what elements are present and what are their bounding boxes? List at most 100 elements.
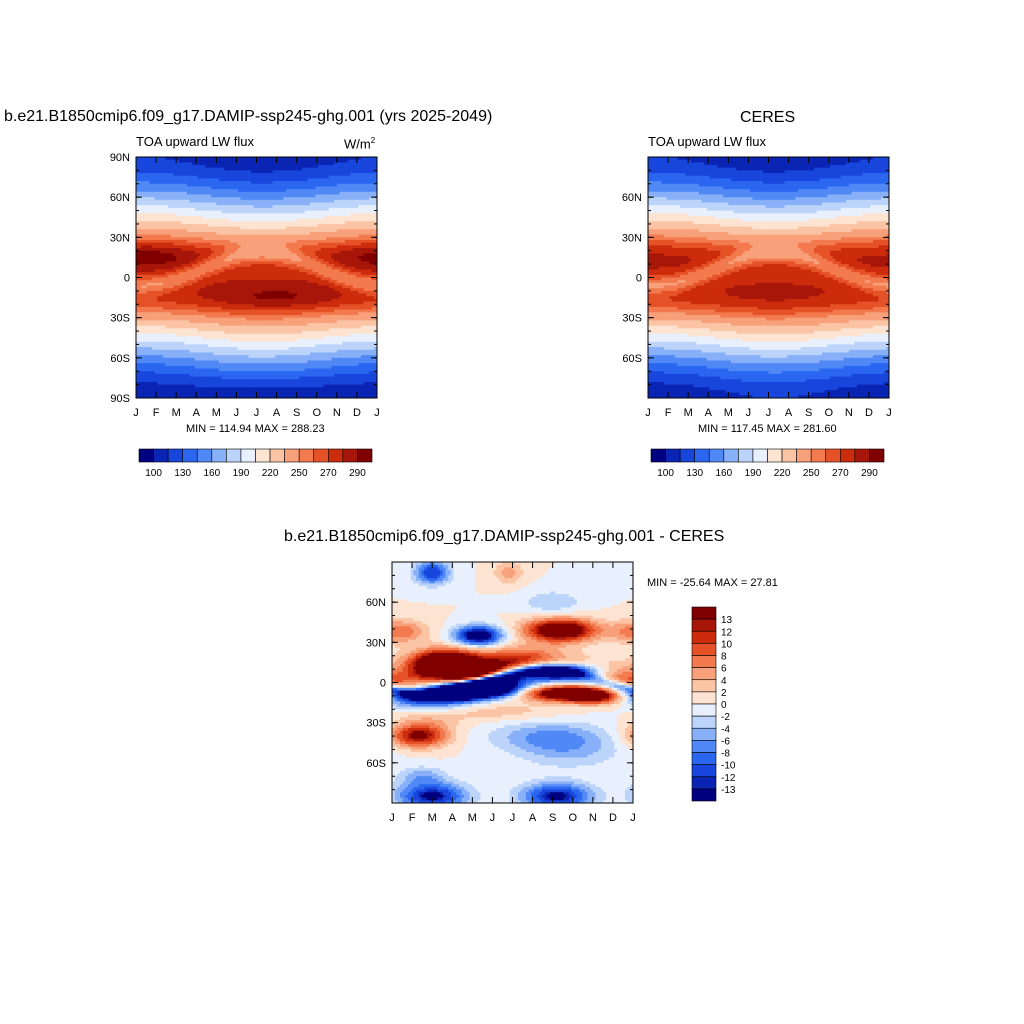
- left-plot-cell: [194, 162, 199, 166]
- left-plot-cell: [146, 159, 150, 163]
- left-plot-cell: [202, 159, 207, 163]
- left-plot-cell: [320, 162, 324, 166]
- left-plot-cell: [224, 159, 228, 163]
- left-plot-cell: [152, 157, 156, 161]
- left-plot-cell: [186, 159, 191, 163]
- left-plot-cell: [272, 157, 276, 161]
- left-plot-cell: [227, 157, 231, 161]
- left-plot-cell: [200, 159, 204, 163]
- left-plot-cell: [269, 162, 274, 166]
- left-plot-cell: [149, 157, 153, 161]
- left-plot-cell: [323, 159, 327, 163]
- left-plot-cell: [205, 162, 209, 166]
- left-plot-cell: [165, 162, 169, 166]
- left-plot-cell: [360, 159, 365, 163]
- left-plot-cell: [205, 159, 209, 163]
- left-plot-cell: [210, 159, 215, 163]
- left-plot-cell: [200, 162, 204, 166]
- left-plot-cell: [296, 159, 300, 163]
- left-plot-cell: [304, 162, 308, 166]
- left-plot-cell: [136, 159, 140, 163]
- left-plot-cell: [154, 162, 158, 166]
- left-plot-cell: [299, 157, 303, 161]
- left-plot-cell: [293, 162, 298, 166]
- left-plot-cell: [197, 157, 201, 161]
- left-plot-cell: [240, 159, 244, 163]
- left-plot-cell: [237, 162, 241, 166]
- left-plot-cell: [334, 159, 338, 163]
- left-plot-cell: [232, 157, 236, 161]
- left-plot-cell: [216, 157, 220, 161]
- left-plot-cell: [157, 157, 161, 161]
- left-plot-cell: [157, 159, 161, 163]
- left-plot-cell: [320, 159, 324, 163]
- left-plot-cell: [176, 157, 180, 161]
- left-plot-cell: [269, 159, 274, 163]
- left-plot-cell: [283, 159, 287, 163]
- left-plot-cell: [302, 159, 306, 163]
- right-minmax-label: MIN = 117.45 MAX = 281.60: [698, 423, 837, 435]
- left-plot-cell: [296, 162, 300, 166]
- left-plot-cell: [170, 157, 174, 161]
- left-plot-cell: [173, 157, 177, 161]
- left-plot-cell: [339, 159, 343, 163]
- left-plot-cell: [320, 157, 324, 161]
- left-plot-cell: [360, 157, 365, 161]
- left-plot-cell: [269, 157, 274, 161]
- right-variable-label: TOA upward LW flux: [648, 134, 766, 149]
- left-plot-cell: [347, 159, 351, 163]
- left-plot-cell: [312, 162, 316, 166]
- left-variable-label: TOA upward LW flux: [136, 134, 254, 149]
- left-plot-cell: [224, 162, 228, 166]
- left-plot-cell: [328, 159, 332, 163]
- left-plot-cell: [334, 162, 338, 166]
- left-plot-cell: [318, 159, 322, 163]
- left-plot-cell: [245, 162, 249, 166]
- right-panel-title: CERES: [740, 109, 795, 127]
- left-plot-cell: [146, 157, 150, 161]
- left-plot-cell: [229, 157, 233, 161]
- left-plot-cell: [181, 157, 185, 161]
- left-plot-cell: [184, 162, 188, 166]
- left-plot-cell: [310, 159, 314, 163]
- left-plot-cell: [176, 162, 180, 166]
- left-plot-cell: [310, 157, 314, 161]
- left-plot-cell: [189, 159, 193, 163]
- left-plot-cell: [261, 157, 266, 161]
- left-plot-cell: [277, 159, 282, 163]
- left-plot-cell: [221, 162, 225, 166]
- left-plot-cell: [208, 159, 212, 163]
- left-plot-cell: [293, 159, 298, 163]
- left-plot-cell: [259, 162, 263, 166]
- left-plot-cell: [318, 157, 322, 161]
- left-plot-cell: [342, 157, 346, 161]
- left-plot-cell: [227, 159, 231, 163]
- left-plot-cell: [243, 159, 247, 163]
- left-plot-cell: [178, 162, 183, 166]
- left-plot-cell: [144, 159, 148, 163]
- left-plot-cell: [232, 162, 236, 166]
- left-plot-cell: [162, 162, 166, 166]
- left-plot-cell: [368, 157, 373, 161]
- left-plot-cell: [210, 157, 215, 161]
- left-plot-cell: [307, 159, 311, 163]
- left-plot-cell: [293, 157, 298, 161]
- left-plot-cell: [232, 159, 236, 163]
- left-panel-title: b.e21.B1850cmip6.f09_g17.DAMIP-ssp245-gh…: [4, 108, 492, 126]
- left-plot-cell: [221, 159, 225, 163]
- left-plot-cell: [352, 157, 357, 161]
- left-plot-cell: [184, 159, 188, 163]
- left-plot-cell: [358, 159, 362, 163]
- left-plot-cell: [331, 159, 335, 163]
- left-plot-cell: [235, 162, 239, 166]
- left-plot-cell: [189, 162, 193, 166]
- left-plot-cell: [197, 159, 201, 163]
- left-plot-cell: [176, 159, 180, 163]
- units-exponent: 2: [371, 136, 375, 145]
- left-plot-cell: [168, 162, 172, 166]
- left-plot-cell: [160, 157, 164, 161]
- left-plot-cell: [331, 157, 335, 161]
- left-plot-cell: [352, 159, 357, 163]
- left-plot-cell: [229, 162, 233, 166]
